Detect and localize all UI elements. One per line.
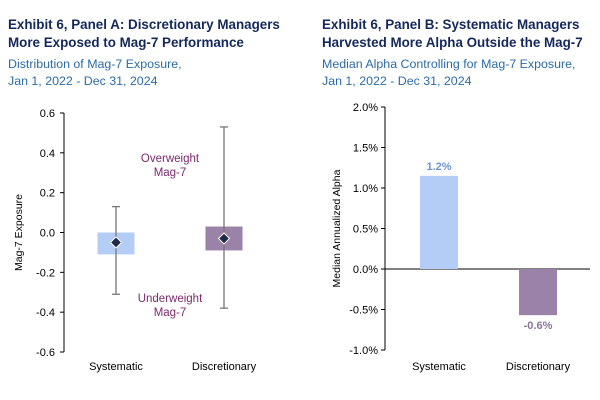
panel-a-title: Exhibit 6, Panel A: Discretionary Manage… xyxy=(8,16,298,52)
panel-b-y-tick-label: 0.0% xyxy=(353,264,378,276)
panel-b-y-tick-label: -0.5% xyxy=(349,305,378,317)
panel-b-title-line2: Harvested More Alpha Outside the Mag-7 xyxy=(322,35,583,50)
panel-a-y-tick-label: -0.4 xyxy=(36,307,55,319)
median-marker xyxy=(217,232,231,245)
panel-b-title: Exhibit 6, Panel B: Systematic Managers … xyxy=(322,16,600,52)
panel-a-y-tick-label: 0.2 xyxy=(40,188,55,200)
panel-a-y-tick-label: 0.4 xyxy=(40,148,55,160)
median-marker xyxy=(109,236,123,249)
panel-a-y-tick-label: -0.6 xyxy=(36,347,55,359)
panel-a-subtitle: Distribution of Mag-7 Exposure, Jan 1, 2… xyxy=(8,56,298,90)
panel-a-annotation-text: Mag-7 xyxy=(154,307,187,319)
panel-a-x-category-label: Systematic xyxy=(89,361,143,373)
panel-a-subtitle-line1: Distribution of Mag-7 Exposure, xyxy=(8,57,182,71)
panel-b-subtitle: Median Alpha Controlling for Mag-7 Expos… xyxy=(322,56,600,90)
bar-data-label: -0.6% xyxy=(524,320,553,332)
panel-b-y-tick-label: -1.0% xyxy=(349,345,378,357)
panel-b-subtitle-line1: Median Alpha Controlling for Mag-7 Expos… xyxy=(322,57,576,71)
panel-a-y-tick-label: -0.2 xyxy=(36,267,55,279)
panel-a-y-tick-label: 0.6 xyxy=(40,108,55,120)
bar-systematic xyxy=(420,175,458,269)
panel-a-annotation-text: Mag-7 xyxy=(154,167,187,179)
panel-a-title-line2: More Exposed to Mag-7 Performance xyxy=(8,35,244,50)
bar-discretionary xyxy=(519,269,557,316)
panel-b-y-tick-label: 0.5% xyxy=(353,224,378,236)
panel-b-x-category-label: Systematic xyxy=(412,361,466,373)
panel-b-y-tick-label: 2.0% xyxy=(353,102,378,114)
panel-a-x-category-label: Discretionary xyxy=(192,361,257,373)
panel-a-subtitle-line2: Jan 1, 2022 - Dec 31, 2024 xyxy=(8,74,158,88)
panel-b-y-tick-label: 1.0% xyxy=(353,183,378,195)
panel-a-annotation-text: Underweight xyxy=(138,293,203,305)
panel-b-title-line1: Exhibit 6, Panel B: Systematic Managers xyxy=(322,17,580,32)
panel-a-y-axis-title: Mag-7 Exposure xyxy=(13,194,25,271)
panel-a-annotation-text: Overweight xyxy=(141,153,200,165)
panel-a-title-line1: Exhibit 6, Panel A: Discretionary Manage… xyxy=(8,17,280,32)
panel-a-y-tick-label: 0.0 xyxy=(40,228,55,240)
panel-b-subtitle-line2: Jan 1, 2022 - Dec 31, 2024 xyxy=(322,74,472,88)
panel-b-x-category-label: Discretionary xyxy=(506,361,571,373)
bar-data-label: 1.2% xyxy=(426,161,451,173)
panel-b-y-tick-label: 1.5% xyxy=(353,143,378,155)
panel-b-y-axis-title: Median Annualized Alpha xyxy=(331,169,343,287)
